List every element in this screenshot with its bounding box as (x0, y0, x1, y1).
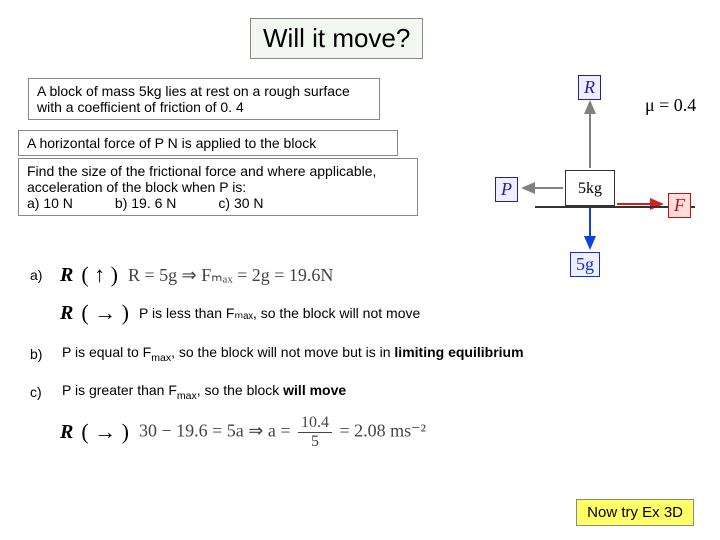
force-label-R: R (578, 75, 601, 100)
block: 5kg (565, 170, 615, 206)
problem-text-1: A block of mass 5kg lies at rest on a ro… (28, 78, 380, 120)
answer-a-row1: a) R ( ↑ ) R = 5g ⇒ Fₘₐₓ = 2g = 19.6N (30, 262, 700, 288)
answer-a-row2: R ( → ) P is less than Fₘₐₓ, so the bloc… (56, 300, 700, 326)
force-diagram: 5kg R P F 5g μ = 0.4 (470, 60, 700, 270)
mu-label: μ = 0.4 (645, 95, 696, 116)
answer-c-pre: P is greater than F (62, 382, 177, 398)
right-arrow-icon-c: ( → ) (81, 419, 129, 445)
answer-c-row2: R ( → ) 30 − 19.6 = 5a ⇒ a = 10.4 5 = 2.… (56, 414, 700, 451)
answer-a-label: a) (30, 267, 56, 283)
answer-b-row: b) P is equal to Fmax, so the block will… (30, 344, 700, 364)
resolve-R-c: R (60, 421, 73, 444)
up-arrow-icon: ( ↑ ) (81, 262, 118, 288)
answer-b-post: , so the block will not move but is in (171, 344, 394, 360)
answer-c-post: , so the block (197, 382, 283, 398)
resolve-R-a1: R (60, 264, 73, 287)
force-label-P: P (495, 177, 518, 202)
problem-text-3: Find the size of the frictional force an… (18, 158, 418, 216)
frac-den: 5 (298, 433, 332, 451)
answers-region: a) R ( ↑ ) R = 5g ⇒ Fₘₐₓ = 2g = 19.6N R … (30, 262, 700, 463)
resolve-R-a2: R (60, 302, 73, 325)
fraction: 10.4 5 (298, 414, 332, 451)
answer-c-bold: will move (283, 382, 346, 398)
footer-note: Now try Ex 3D (576, 499, 694, 526)
frac-num: 10.4 (298, 414, 332, 433)
answer-c-row1: c) P is greater than Fmax, so the block … (30, 382, 700, 402)
answer-a-text: P is less than Fₘₐₓ, so the block will n… (139, 305, 420, 322)
answer-a-eq1: R = 5g ⇒ Fₘₐₓ = 2g = 19.6N (128, 265, 333, 286)
answer-b-text: P is equal to Fmax, so the block will no… (62, 344, 524, 364)
answer-b-pre: P is equal to F (62, 344, 151, 360)
answer-c-label: c) (30, 384, 56, 400)
force-label-F: F (668, 193, 691, 218)
answer-c-sub: max (177, 390, 197, 402)
slide-title: Will it move? (250, 18, 423, 59)
answer-c-eq: 30 − 19.6 = 5a ⇒ a = 10.4 5 = 2.08 ms⁻² (139, 414, 426, 451)
answer-b-sub: max (151, 352, 171, 364)
answer-b-label: b) (30, 346, 56, 362)
answer-b-bold: limiting equilibrium (394, 344, 523, 360)
problem-text-2: A horizontal force of P N is applied to … (18, 130, 398, 156)
right-arrow-icon: ( → ) (81, 300, 129, 326)
answer-c-text: P is greater than Fmax, so the block wil… (62, 382, 346, 402)
answer-c-eq-right: = 2.08 ms⁻² (340, 420, 427, 440)
answer-c-eq-left: 30 − 19.6 = 5a ⇒ a = (139, 420, 291, 440)
